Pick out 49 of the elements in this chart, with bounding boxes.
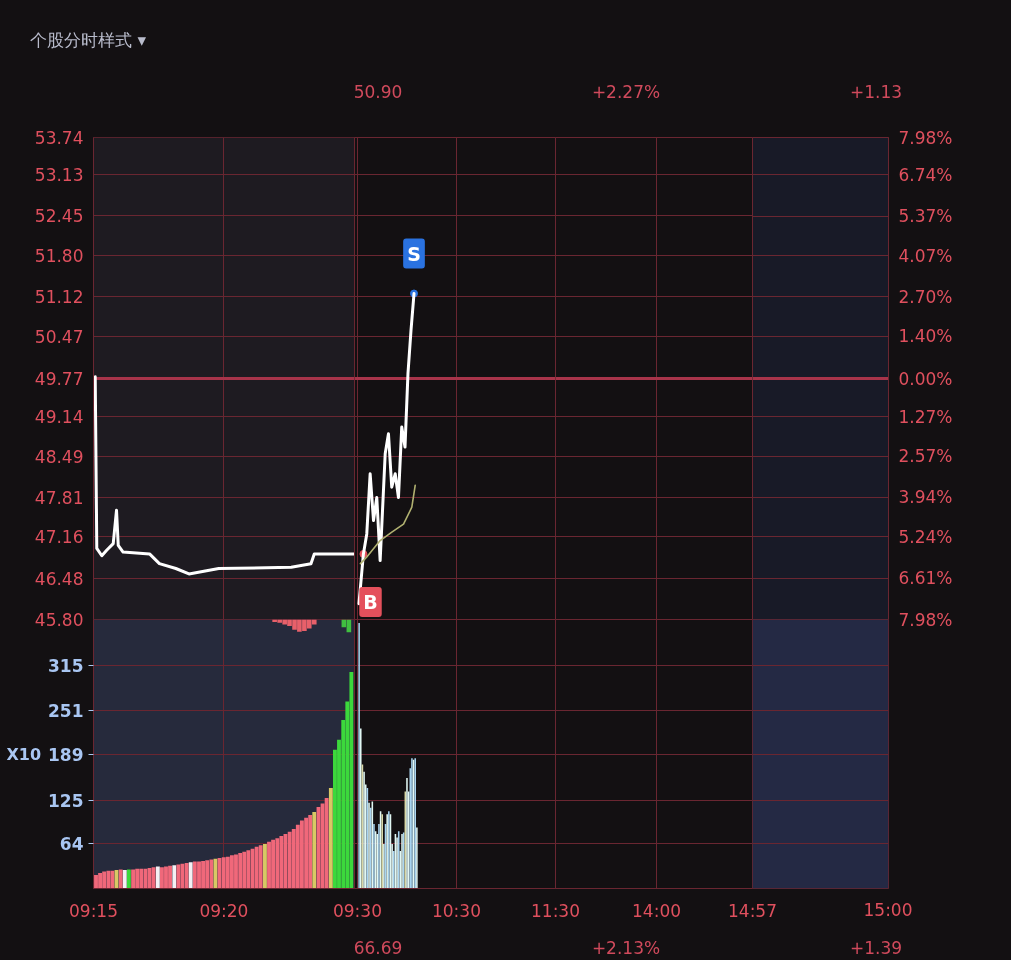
x-tick-label: 14:00 — [632, 900, 682, 921]
y-tick-label: 52.45 — [34, 206, 84, 227]
y-tick-label: 47.16 — [34, 527, 84, 548]
annotation: S — [407, 242, 421, 265]
y-tick-label: 51.12 — [34, 287, 84, 308]
text: 15:00 — [862, 900, 914, 920]
annotation: B — [363, 590, 378, 613]
text: +2.27% — [590, 82, 662, 102]
y-tick-label: 49.77 — [34, 369, 84, 389]
y-tick-label: 125 — [48, 790, 84, 811]
y-tick-label: 53.74 — [34, 128, 84, 148]
y-tick-label: 3.94% — [898, 487, 953, 508]
text: 50.90 — [352, 82, 404, 102]
y-tick-label: 4.07% — [898, 245, 953, 266]
y-tick-label: 0.00% — [898, 368, 953, 389]
y-tick-label: 2.57% — [898, 446, 953, 467]
y-tick-label: 64 — [59, 833, 84, 854]
y-tick-label: 315 — [48, 656, 84, 677]
text: 66.69 — [352, 938, 404, 958]
x-tick-label: 09:30 — [332, 900, 382, 921]
y-tick-label: 48.49 — [34, 446, 84, 467]
x-tick-label: 10:30 — [431, 900, 481, 921]
y-tick-label: 5.37% — [898, 206, 953, 227]
text: +1.39 — [848, 938, 904, 958]
y-tick-label: 45.80 — [34, 610, 84, 630]
y-tick-label: 5.24% — [898, 526, 953, 547]
x-tick-label: 09:15 — [69, 900, 118, 921]
y-tick-label: 251 — [48, 701, 84, 722]
y-tick-label: 1.40% — [898, 326, 953, 347]
x-tick-label: 14:57 — [728, 900, 777, 921]
y-tick-label: 2.70% — [898, 286, 953, 307]
y-tick-label: 47.81 — [34, 487, 84, 508]
y-tick-label: 6.61% — [898, 568, 953, 589]
x-tick-label: 09:20 — [199, 900, 249, 921]
x-tick-label: 11:30 — [531, 900, 580, 921]
y-tick-label: 7.98% — [898, 127, 953, 148]
text: +2.13% — [590, 938, 662, 958]
chart-title: 个股分时样式 ▾ — [30, 30, 146, 50]
text: +1.13 — [848, 82, 904, 102]
y-tick-label: 46.48 — [34, 568, 84, 589]
y-tick-label: 49.14 — [34, 407, 84, 428]
y-axis-title: X10 — [6, 744, 42, 764]
y-tick-label: 53.13 — [34, 165, 84, 186]
y-tick-label: 50.47 — [34, 326, 84, 347]
y-tick-label: 189 — [48, 745, 84, 766]
y-tick-label: 7.98% — [898, 609, 953, 630]
y-tick-label: 6.74% — [898, 164, 953, 185]
y-tick-label: 51.80 — [34, 245, 84, 266]
y-tick-label: 1.27% — [898, 406, 953, 427]
